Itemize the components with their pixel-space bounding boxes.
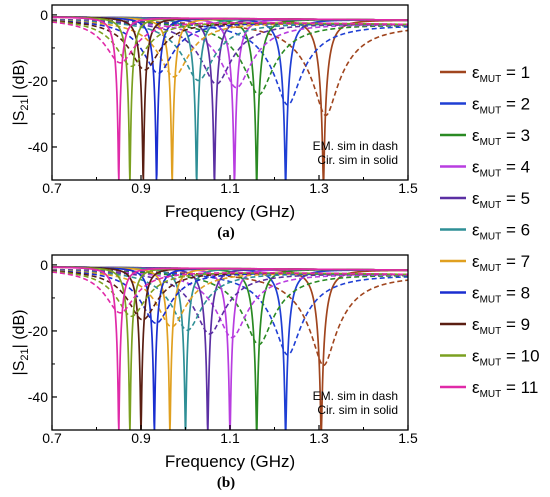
x-tick-label: 0.7 — [42, 180, 62, 196]
series-dash-line-11 — [52, 21, 408, 64]
series-solid-line-11 — [52, 266, 408, 430]
y-axis-label: |S21| (dB) — [11, 310, 31, 376]
legend-label-3: εMUT = 3 — [472, 126, 530, 148]
series-dash-line-9 — [52, 20, 408, 71]
series-dash-line-5 — [52, 269, 408, 335]
legend-label-1: εMUT = 1 — [472, 63, 530, 85]
x-axis-label: Frequency (GHz) — [165, 202, 295, 221]
legend-label-4: εMUT = 4 — [472, 158, 530, 180]
series-dash-line-7 — [52, 19, 408, 78]
x-tick-label: 0.7 — [42, 430, 62, 446]
y-tick-label: 0 — [40, 7, 48, 23]
legend: εMUT = 1 εMUT = 2 εMUT = 3 εMUT = 4 εMUT = 5… — [440, 63, 540, 400]
series-dash-line-11 — [52, 271, 408, 314]
y-tick-label: -20 — [28, 323, 48, 339]
annotation-line: EM. sim in dash — [313, 389, 398, 403]
legend-label-5: εMUT = 5 — [472, 189, 530, 211]
x-tick-label: 1.1 — [220, 180, 240, 196]
legend-label-8: εMUT = 8 — [472, 284, 530, 306]
series-dash-line-1 — [52, 268, 408, 367]
panel-label: (a) — [217, 225, 235, 241]
x-tick-label: 1.3 — [309, 430, 329, 446]
series-dash-line-4 — [52, 19, 408, 89]
x-tick-label: 1.5 — [398, 430, 418, 446]
panel-a: 0.7 0.9 1.1 1.3 1.5 0 -20 -40 Frequency (GHz) |S2… — [11, 4, 418, 241]
legend-label-11: εMUT = 11 — [472, 378, 538, 400]
y-tick-label: 0 — [40, 257, 48, 273]
annotation-line: Cir. sim in solid — [317, 153, 398, 167]
x-tick-label: 1.1 — [220, 430, 240, 446]
x-tick-label: 1.3 — [309, 180, 329, 196]
y-tick-label: -40 — [28, 139, 48, 155]
series-dash-line-8 — [52, 269, 408, 325]
x-axis-label: Frequency (GHz) — [165, 452, 295, 471]
panel-b: 0.7 0.9 1.1 1.3 1.5 0 -20 -40 Frequency (GHz) |S2… — [11, 254, 418, 491]
panel-label: (b) — [217, 475, 235, 491]
x-tick-label: 0.9 — [131, 430, 151, 446]
legend-label-2: εMUT = 2 — [472, 95, 530, 117]
series-solid-line-11 — [52, 16, 408, 180]
annotation-line: Cir. sim in solid — [317, 403, 398, 417]
legend-label-6: εMUT = 6 — [472, 221, 530, 243]
legend-label-10: εMUT = 10 — [472, 347, 540, 369]
legend-label-9: εMUT = 9 — [472, 315, 530, 337]
y-tick-label: -20 — [28, 73, 48, 89]
x-tick-label: 0.9 — [131, 180, 151, 196]
y-tick-label: -40 — [28, 389, 48, 405]
series-group — [52, 266, 408, 430]
series-dash-line-10 — [52, 20, 408, 68]
legend-label-7: εMUT = 7 — [472, 252, 530, 274]
y-axis-label: |S21| (dB) — [11, 60, 31, 126]
x-tick-label: 1.5 — [398, 180, 418, 196]
series-dash-line-10 — [52, 270, 408, 318]
series-group — [52, 16, 408, 180]
annotation-line: EM. sim in dash — [313, 139, 398, 153]
series-dash-line-7 — [52, 269, 408, 328]
series-dash-line-4 — [52, 269, 408, 339]
